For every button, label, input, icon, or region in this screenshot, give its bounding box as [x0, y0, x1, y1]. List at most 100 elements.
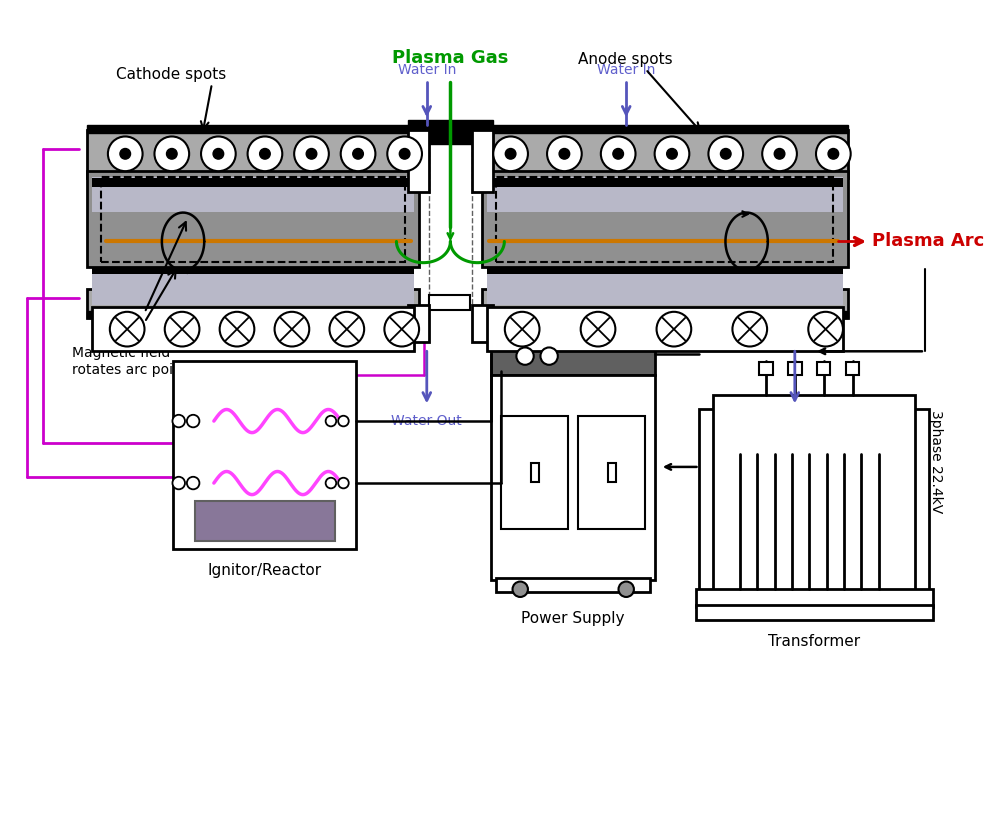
Circle shape [559, 148, 570, 159]
Circle shape [338, 478, 349, 489]
Text: Transformer: Transformer [768, 634, 860, 648]
Circle shape [306, 148, 317, 159]
Bar [87, 125, 419, 133]
Circle shape [516, 348, 534, 365]
Bar [487, 178, 843, 186]
Circle shape [326, 478, 336, 489]
Text: 3phase 22.4kV: 3phase 22.4kV [929, 410, 943, 513]
Bar [92, 177, 414, 212]
Bar [608, 463, 616, 482]
Circle shape [762, 137, 797, 171]
Circle shape [657, 311, 691, 346]
Circle shape [275, 311, 309, 346]
Bar [87, 171, 419, 268]
Bar [429, 296, 470, 310]
Circle shape [774, 148, 785, 159]
Bar [101, 177, 405, 262]
Bar [487, 307, 843, 351]
Circle shape [341, 137, 375, 171]
Circle shape [720, 148, 731, 159]
Text: Magnetic field
rotates arc point: Magnetic field rotates arc point [72, 346, 188, 377]
Text: Water Out: Water Out [759, 414, 830, 428]
Text: Cathode: Cathode [211, 416, 295, 434]
Circle shape [326, 416, 336, 426]
Bar [487, 177, 843, 212]
Bar [817, 362, 830, 376]
Bar [482, 311, 848, 317]
Circle shape [187, 414, 199, 428]
Circle shape [120, 148, 131, 159]
Bar [408, 129, 429, 192]
Circle shape [387, 137, 422, 171]
Bar [408, 305, 429, 342]
Circle shape [667, 148, 677, 159]
Bar [87, 288, 419, 317]
Bar [846, 362, 859, 376]
Circle shape [353, 148, 363, 159]
Circle shape [260, 148, 270, 159]
Bar [911, 409, 929, 592]
Circle shape [613, 148, 623, 159]
Circle shape [338, 416, 349, 426]
Bar [92, 268, 414, 274]
Bar [482, 125, 848, 133]
Circle shape [187, 477, 199, 489]
Circle shape [172, 477, 185, 489]
Bar [482, 288, 848, 317]
Bar [531, 463, 539, 482]
Circle shape [110, 311, 145, 346]
Circle shape [505, 148, 516, 159]
Circle shape [399, 148, 410, 159]
Bar [87, 129, 419, 178]
Circle shape [213, 148, 224, 159]
Text: Cathode spots: Cathode spots [116, 67, 226, 82]
Text: Anode: Anode [594, 416, 658, 434]
Circle shape [493, 137, 528, 171]
Text: Plasma Gas: Plasma Gas [392, 49, 509, 67]
Circle shape [220, 311, 254, 346]
Bar [496, 578, 650, 592]
Bar [173, 361, 356, 549]
Circle shape [165, 311, 199, 346]
Bar [92, 307, 414, 351]
Circle shape [655, 137, 689, 171]
Circle shape [248, 137, 282, 171]
Text: Plasma Arc: Plasma Arc [872, 232, 984, 250]
Circle shape [540, 348, 558, 365]
Circle shape [708, 137, 743, 171]
Bar [713, 395, 915, 606]
Circle shape [547, 137, 582, 171]
Bar [696, 605, 933, 620]
Bar [482, 129, 848, 178]
Bar [759, 362, 773, 376]
Circle shape [816, 137, 851, 171]
Text: Anode spots: Anode spots [578, 52, 673, 67]
Text: Water In: Water In [597, 63, 655, 77]
Circle shape [732, 311, 767, 346]
Bar [195, 501, 335, 541]
Bar [699, 409, 717, 592]
Circle shape [505, 311, 540, 346]
Bar [696, 589, 933, 606]
Circle shape [108, 137, 143, 171]
Circle shape [167, 148, 177, 159]
Bar [501, 416, 568, 528]
Bar [472, 129, 493, 192]
Bar [472, 305, 493, 342]
Circle shape [581, 311, 615, 346]
Bar [491, 376, 655, 579]
Circle shape [808, 311, 843, 346]
Circle shape [619, 582, 634, 597]
Circle shape [513, 582, 528, 597]
Bar [491, 337, 655, 376]
Bar [788, 362, 802, 376]
Text: Ignitor/Reactor: Ignitor/Reactor [208, 564, 322, 578]
Bar [487, 274, 843, 305]
Circle shape [172, 414, 185, 428]
Text: Water In: Water In [398, 63, 456, 77]
Circle shape [201, 137, 236, 171]
Text: Water Out: Water Out [391, 414, 462, 428]
Bar [487, 268, 843, 274]
Circle shape [828, 148, 839, 159]
Circle shape [329, 311, 364, 346]
